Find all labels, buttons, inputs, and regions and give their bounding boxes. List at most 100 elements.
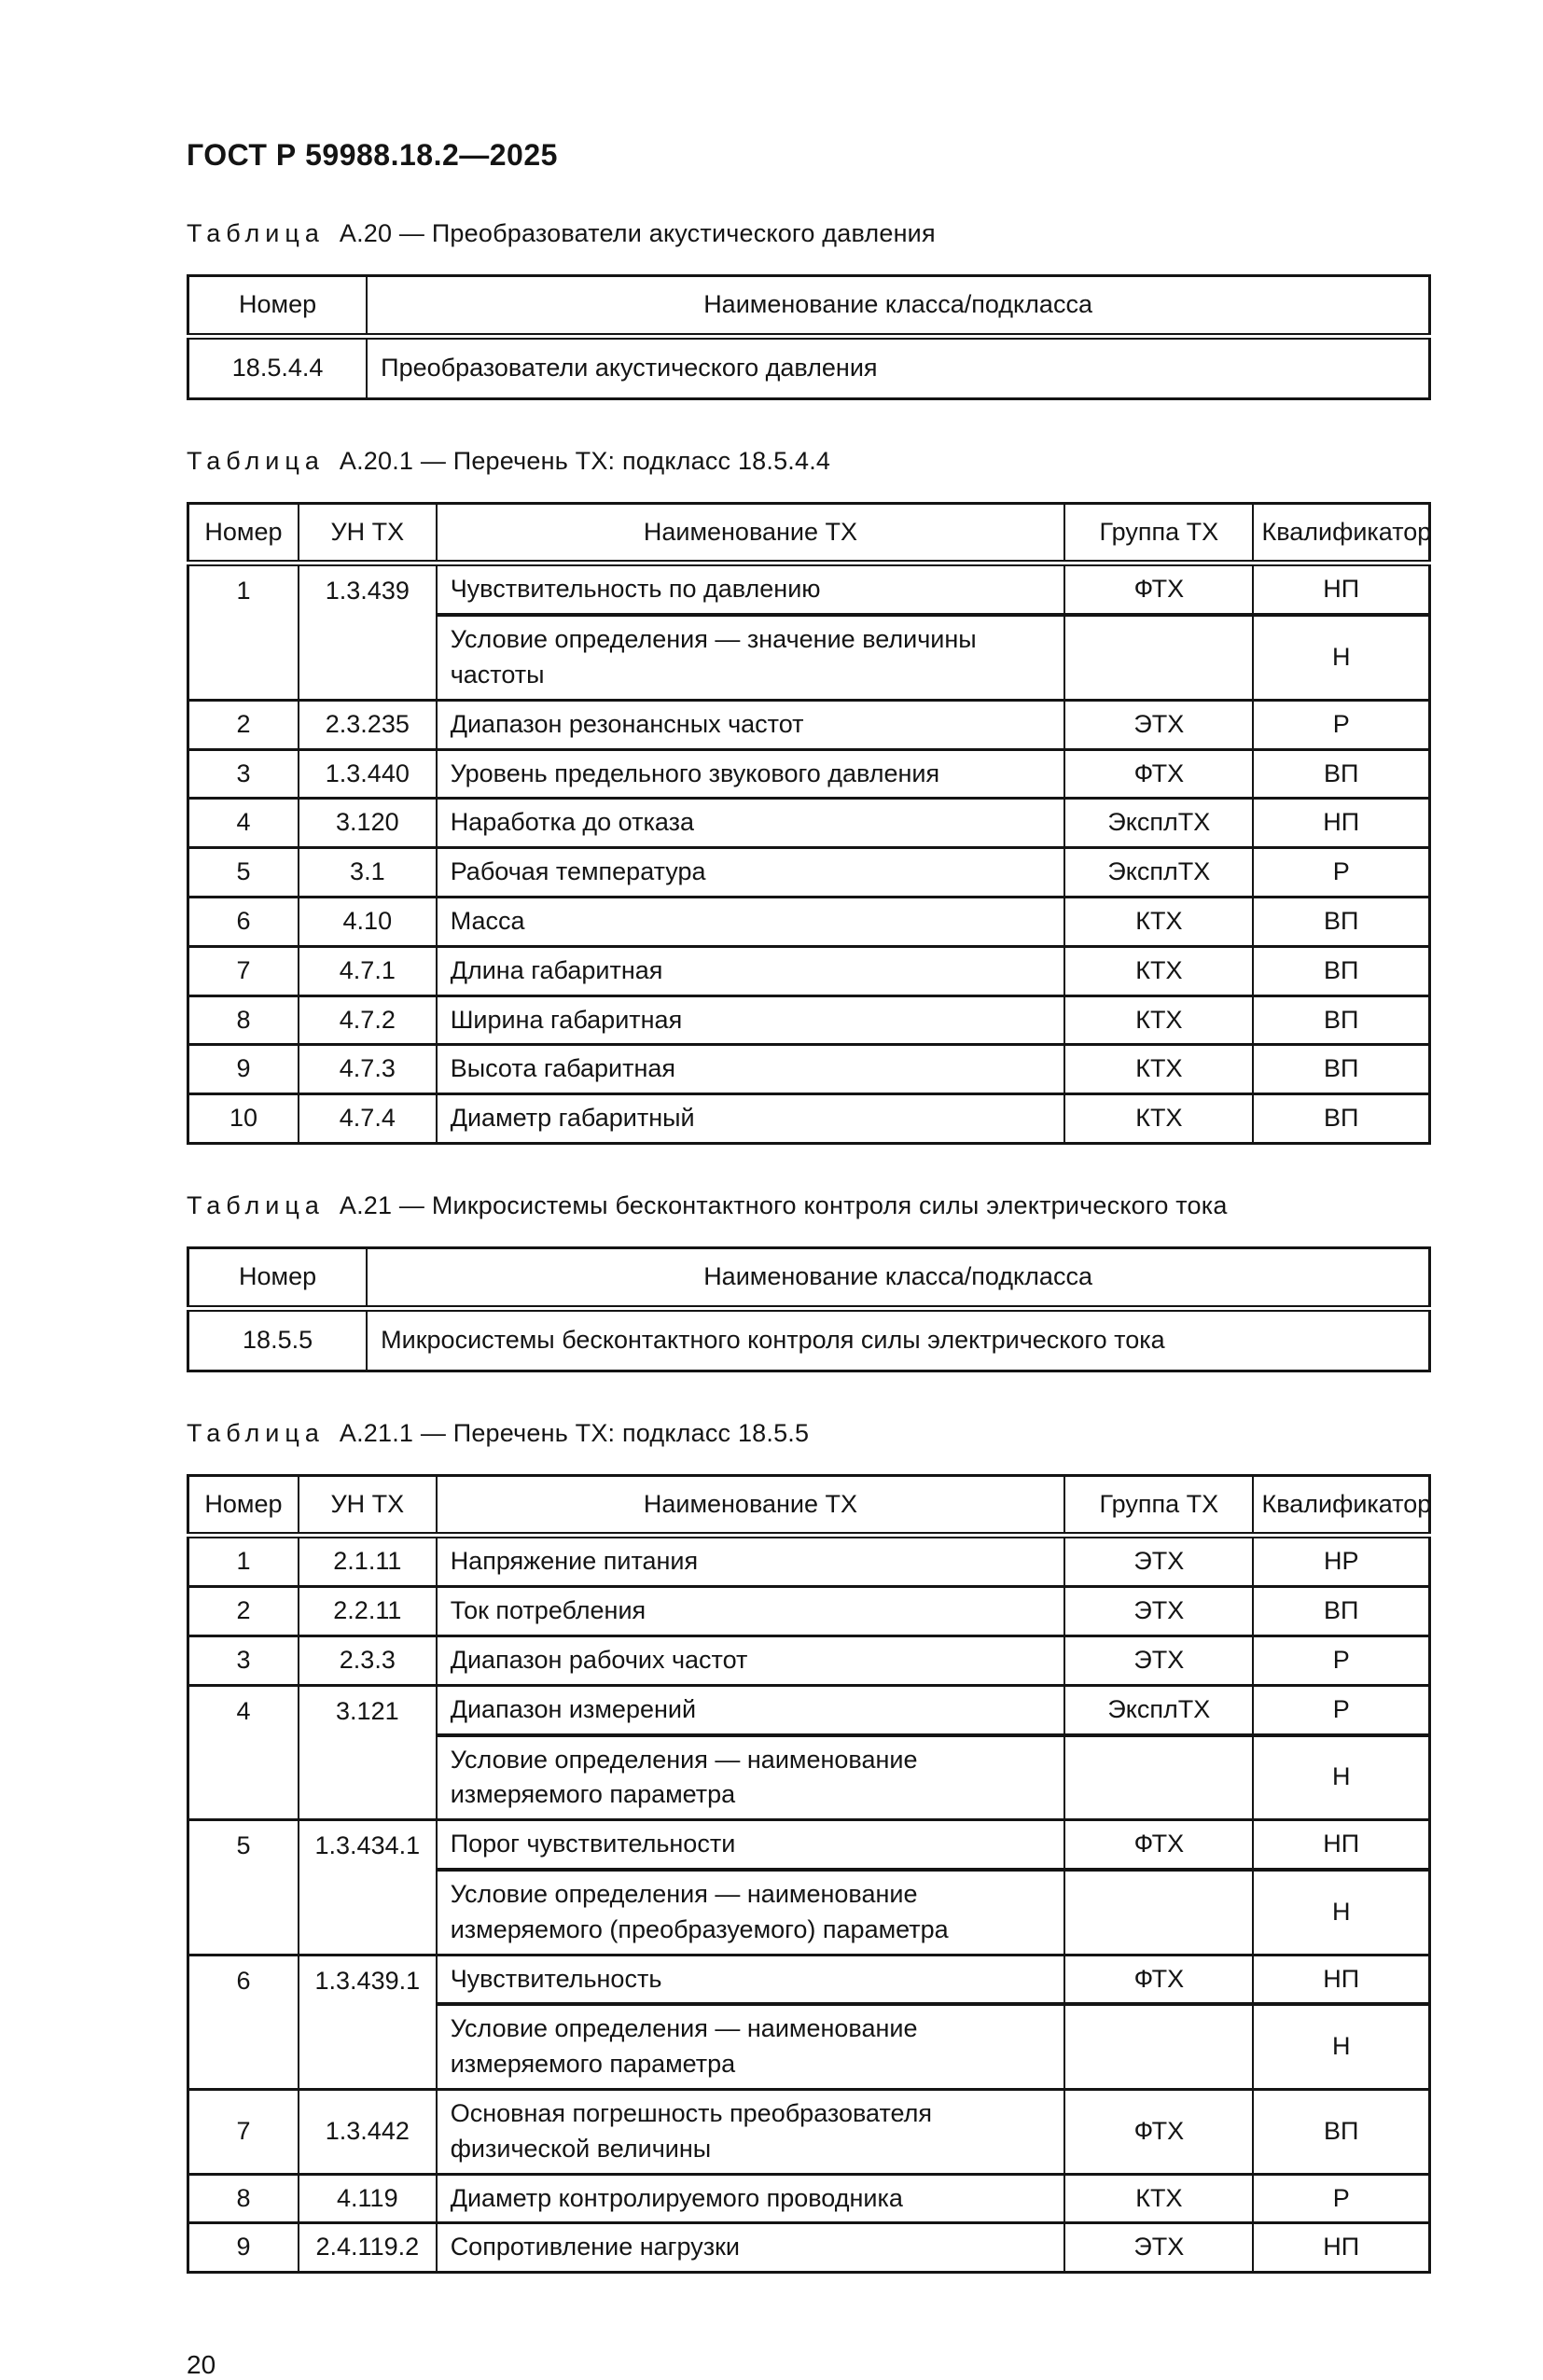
cell-name: Диапазон рабочих частот [435, 1634, 1066, 1687]
cell-un: 1.3.439 [297, 562, 438, 702]
cell-name: Масса [435, 895, 1066, 948]
cell-qual: НП [1252, 562, 1431, 617]
cell-un: 3.121 [297, 1683, 438, 1822]
data-table: Номер Наименование класса/подкласса 18.5.5… [187, 1246, 1431, 1372]
cell-group: ФТХ [1063, 747, 1255, 800]
table-row: 3 2.3.3 Диапазон рабочих частот ЭТХ Р [187, 1634, 1431, 1687]
cell-num: 10 [187, 1093, 299, 1145]
cell-group: ЭТХ [1063, 1534, 1255, 1589]
cell-group: ФТХ [1063, 1818, 1255, 1872]
cell-num: 9 [187, 2221, 299, 2275]
cell-number: 18.5.5 [187, 1306, 368, 1372]
cell-sub-qual: Н [1252, 1733, 1431, 1822]
cell-group: ЭТХ [1063, 698, 1255, 751]
document-code: ГОСТ Р 59988.18.2—2025 [187, 138, 558, 172]
header-cell: Наименование класса/подкласса [366, 274, 1431, 340]
cell-qual: Р [1252, 1634, 1431, 1687]
cell-group: ЭксплТХ [1063, 846, 1255, 898]
table-row: 18.5.5 Микросистемы бесконтактного контро… [187, 1306, 1431, 1372]
table-caption-label: Таблица [187, 1418, 325, 1447]
table-caption-label: Таблица [187, 219, 325, 247]
cell-qual: НП [1252, 1953, 1431, 2006]
header-cell: Квалификатор [1252, 1473, 1431, 1539]
cell-name: Чувствительность [435, 1953, 1066, 2006]
cell-qual: Р [1252, 2172, 1431, 2225]
table-row: 8 4.119 Диаметр контролируемого проводника… [187, 2172, 1431, 2225]
table-caption: Таблица А.20.1 — Перечень ТХ: подкласс 18… [187, 447, 1431, 476]
table-row: 6 1.3.439.1 Чувствительность ФТХ НП [187, 1953, 1431, 2091]
cell-name: Ширина габаритная [435, 994, 1066, 1047]
cell-un: 1.3.434.1 [297, 1818, 438, 1956]
table-section: Таблица А.21 — Микросистемы бесконтактног… [187, 1191, 1431, 1372]
table-caption-text: А.21 — Микросистемы бесконтактного контр… [339, 1190, 1228, 1219]
cell-num: 4 [187, 1683, 299, 1822]
header-row: Номер УН ТХ Наименование ТХ Группа ТХ Квалиф… [187, 501, 1431, 567]
cell-group: КТХ [1063, 1093, 1255, 1145]
table-caption-label: Таблица [187, 446, 325, 475]
cell-group: КТХ [1063, 994, 1255, 1047]
header-row: Номер Наименование класса/подкласса [187, 274, 1431, 340]
cell-num: 3 [187, 1634, 299, 1687]
table-section: Таблица А.21.1 — Перечень ТХ: подкласс 18… [187, 1419, 1431, 2275]
cell-sub-qual: Н [1252, 2002, 1431, 2091]
cell-name: Диапазон резонансных частот [435, 698, 1066, 751]
cell-sub-group [1063, 613, 1255, 702]
cell-sub-name: Условие определения — значение величины … [435, 613, 1066, 702]
table-row: 18.5.4.4 Преобразователи акустического да… [187, 334, 1431, 400]
cell-class-name: Микросистемы бесконтактного контроля сил… [366, 1306, 1431, 1372]
cell-num: 3 [187, 747, 299, 800]
header-cell: Группа ТХ [1063, 1473, 1255, 1539]
table-row: 7 1.3.442 Основная погрешность преобразова… [187, 2087, 1431, 2176]
cell-un: 2.3.3 [297, 1634, 438, 1687]
cell-group: ФТХ [1063, 2087, 1255, 2176]
cell-group: ФТХ [1063, 562, 1255, 617]
cell-un: 4.119 [297, 2172, 438, 2225]
cell-number: 18.5.4.4 [187, 334, 368, 400]
cell-un: 2.1.11 [297, 1534, 438, 1589]
header-cell: Номер [187, 274, 368, 340]
header-cell: Номер [187, 1473, 299, 1539]
header-cell: Наименование класса/подкласса [366, 1246, 1431, 1312]
page-content: Таблица А.20 — Преобразователи акустическ… [187, 219, 1431, 2275]
table-caption-text: А.20 — Преобразователи акустического дав… [339, 219, 936, 247]
cell-num: 2 [187, 1585, 299, 1637]
cell-sub-name: Условие определения — наименование измер… [435, 1867, 1066, 1956]
table-subrow: Условие определения — наименование измер… [188, 1733, 1431, 1822]
cell-sub-group [1063, 2002, 1255, 2091]
cell-group: КТХ [1063, 895, 1255, 948]
cell-sub-qual: Н [1252, 1867, 1431, 1956]
table-section: Таблица А.20.1 — Перечень ТХ: подкласс 18… [187, 447, 1431, 1145]
table-caption: Таблица А.21 — Микросистемы бесконтактног… [187, 1191, 1431, 1220]
cell-num: 7 [187, 2087, 299, 2176]
cell-group: КТХ [1063, 1043, 1255, 1096]
cell-num: 1 [187, 1534, 299, 1589]
cell-qual: ВП [1252, 747, 1431, 800]
cell-sub-qual: Н [1252, 613, 1431, 702]
cell-name: Длина габаритная [435, 944, 1066, 997]
cell-num: 2 [187, 698, 299, 751]
page-number: 20 [187, 2350, 216, 2380]
table-caption: Таблица А.20 — Преобразователи акустическ… [187, 219, 1431, 248]
table-subrow: Условие определения — значение величины … [188, 613, 1431, 702]
cell-qual: ВП [1252, 1093, 1431, 1145]
cell-name: Основная погрешность преобразователя физ… [435, 2087, 1066, 2176]
cell-group: ЭТХ [1063, 2221, 1255, 2275]
header-cell: Квалификатор [1252, 501, 1431, 567]
cell-group: ЭксплТХ [1063, 1683, 1255, 1737]
table-row: 3 1.3.440 Уровень предельного звукового да… [187, 747, 1431, 800]
cell-un: 4.7.3 [297, 1043, 438, 1096]
cell-name: Диапазон измерений [435, 1683, 1066, 1737]
cell-sub-group [1063, 1867, 1255, 1956]
cell-group: ЭксплТХ [1063, 797, 1255, 850]
cell-name: Наработка до отказа [435, 797, 1066, 850]
cell-un: 4.7.2 [297, 994, 438, 1047]
cell-group: ЭТХ [1063, 1585, 1255, 1637]
cell-group: ЭТХ [1063, 1634, 1255, 1687]
cell-num: 1 [187, 562, 299, 702]
cell-qual: Р [1252, 1683, 1431, 1737]
cell-num: 9 [187, 1043, 299, 1096]
cell-sub-name: Условие определения — наименование измер… [435, 2002, 1066, 2091]
table-row: 1 1.3.439 Чувствительность по давлению ФТХ Н… [187, 562, 1431, 702]
cell-group: ФТХ [1063, 1953, 1255, 2006]
cell-qual: ВП [1252, 2087, 1431, 2176]
